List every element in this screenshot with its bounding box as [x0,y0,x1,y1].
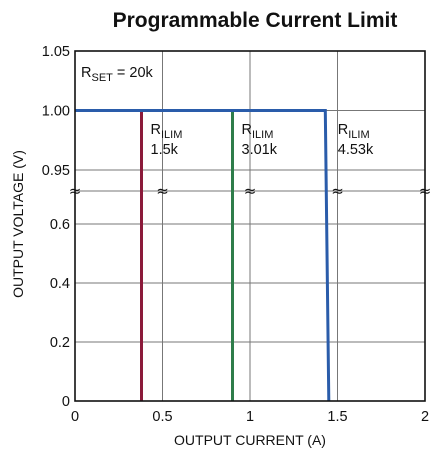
y-axis-label: OUTPUT VOLTAGE (V) [10,150,26,298]
chart-title: Programmable Current Limit [113,9,398,32]
series-label: RILIM [151,122,183,141]
series-label: RILIM [338,122,370,141]
series-line [75,109,331,402]
y-tick-label: 0.2 [50,335,70,351]
x-axis-label: OUTPUT CURRENT (A) [174,432,326,448]
plot-frame [74,50,426,402]
series-value-label: 3.01k [242,142,278,158]
break-symbol: ≈ [419,182,430,200]
x-tick-label: 0 [71,409,79,425]
y-tick-label: 0.6 [50,217,70,233]
rset-annotation: RSET = 20k [81,65,154,84]
break-symbol: ≈ [69,182,82,200]
break-symbol: ≈ [244,182,257,200]
series-value-label: 1.5k [151,142,179,158]
y-tick-label: 0.4 [50,276,70,292]
break-symbol: ≈ [156,182,169,200]
series-lines [75,109,331,402]
x-tick-labels: 0 0.5 1 1.5 2 [71,409,429,425]
x-tick-label: 2 [421,409,429,425]
series-label: RILIM [242,122,274,141]
y-tick-label: 0.95 [42,163,70,179]
x-tick-label: 1 [246,409,254,425]
grid [75,51,425,401]
series-value-label: 4.53k [338,142,374,158]
y-tick-labels: 0.95 1.00 1.05 0 0.2 0.4 0.6 [42,44,70,410]
y-tick-label: 1.05 [42,44,70,60]
x-tick-label: 0.5 [152,409,172,425]
y-tick-label: 1.00 [42,104,70,120]
break-symbol: ≈ [331,182,344,200]
series-line [75,109,143,401]
axis-break-marks: ≈ ≈ ≈ ≈ ≈ [69,182,430,200]
x-tick-label: 1.5 [327,409,347,425]
y-tick-label: 0 [62,394,70,410]
